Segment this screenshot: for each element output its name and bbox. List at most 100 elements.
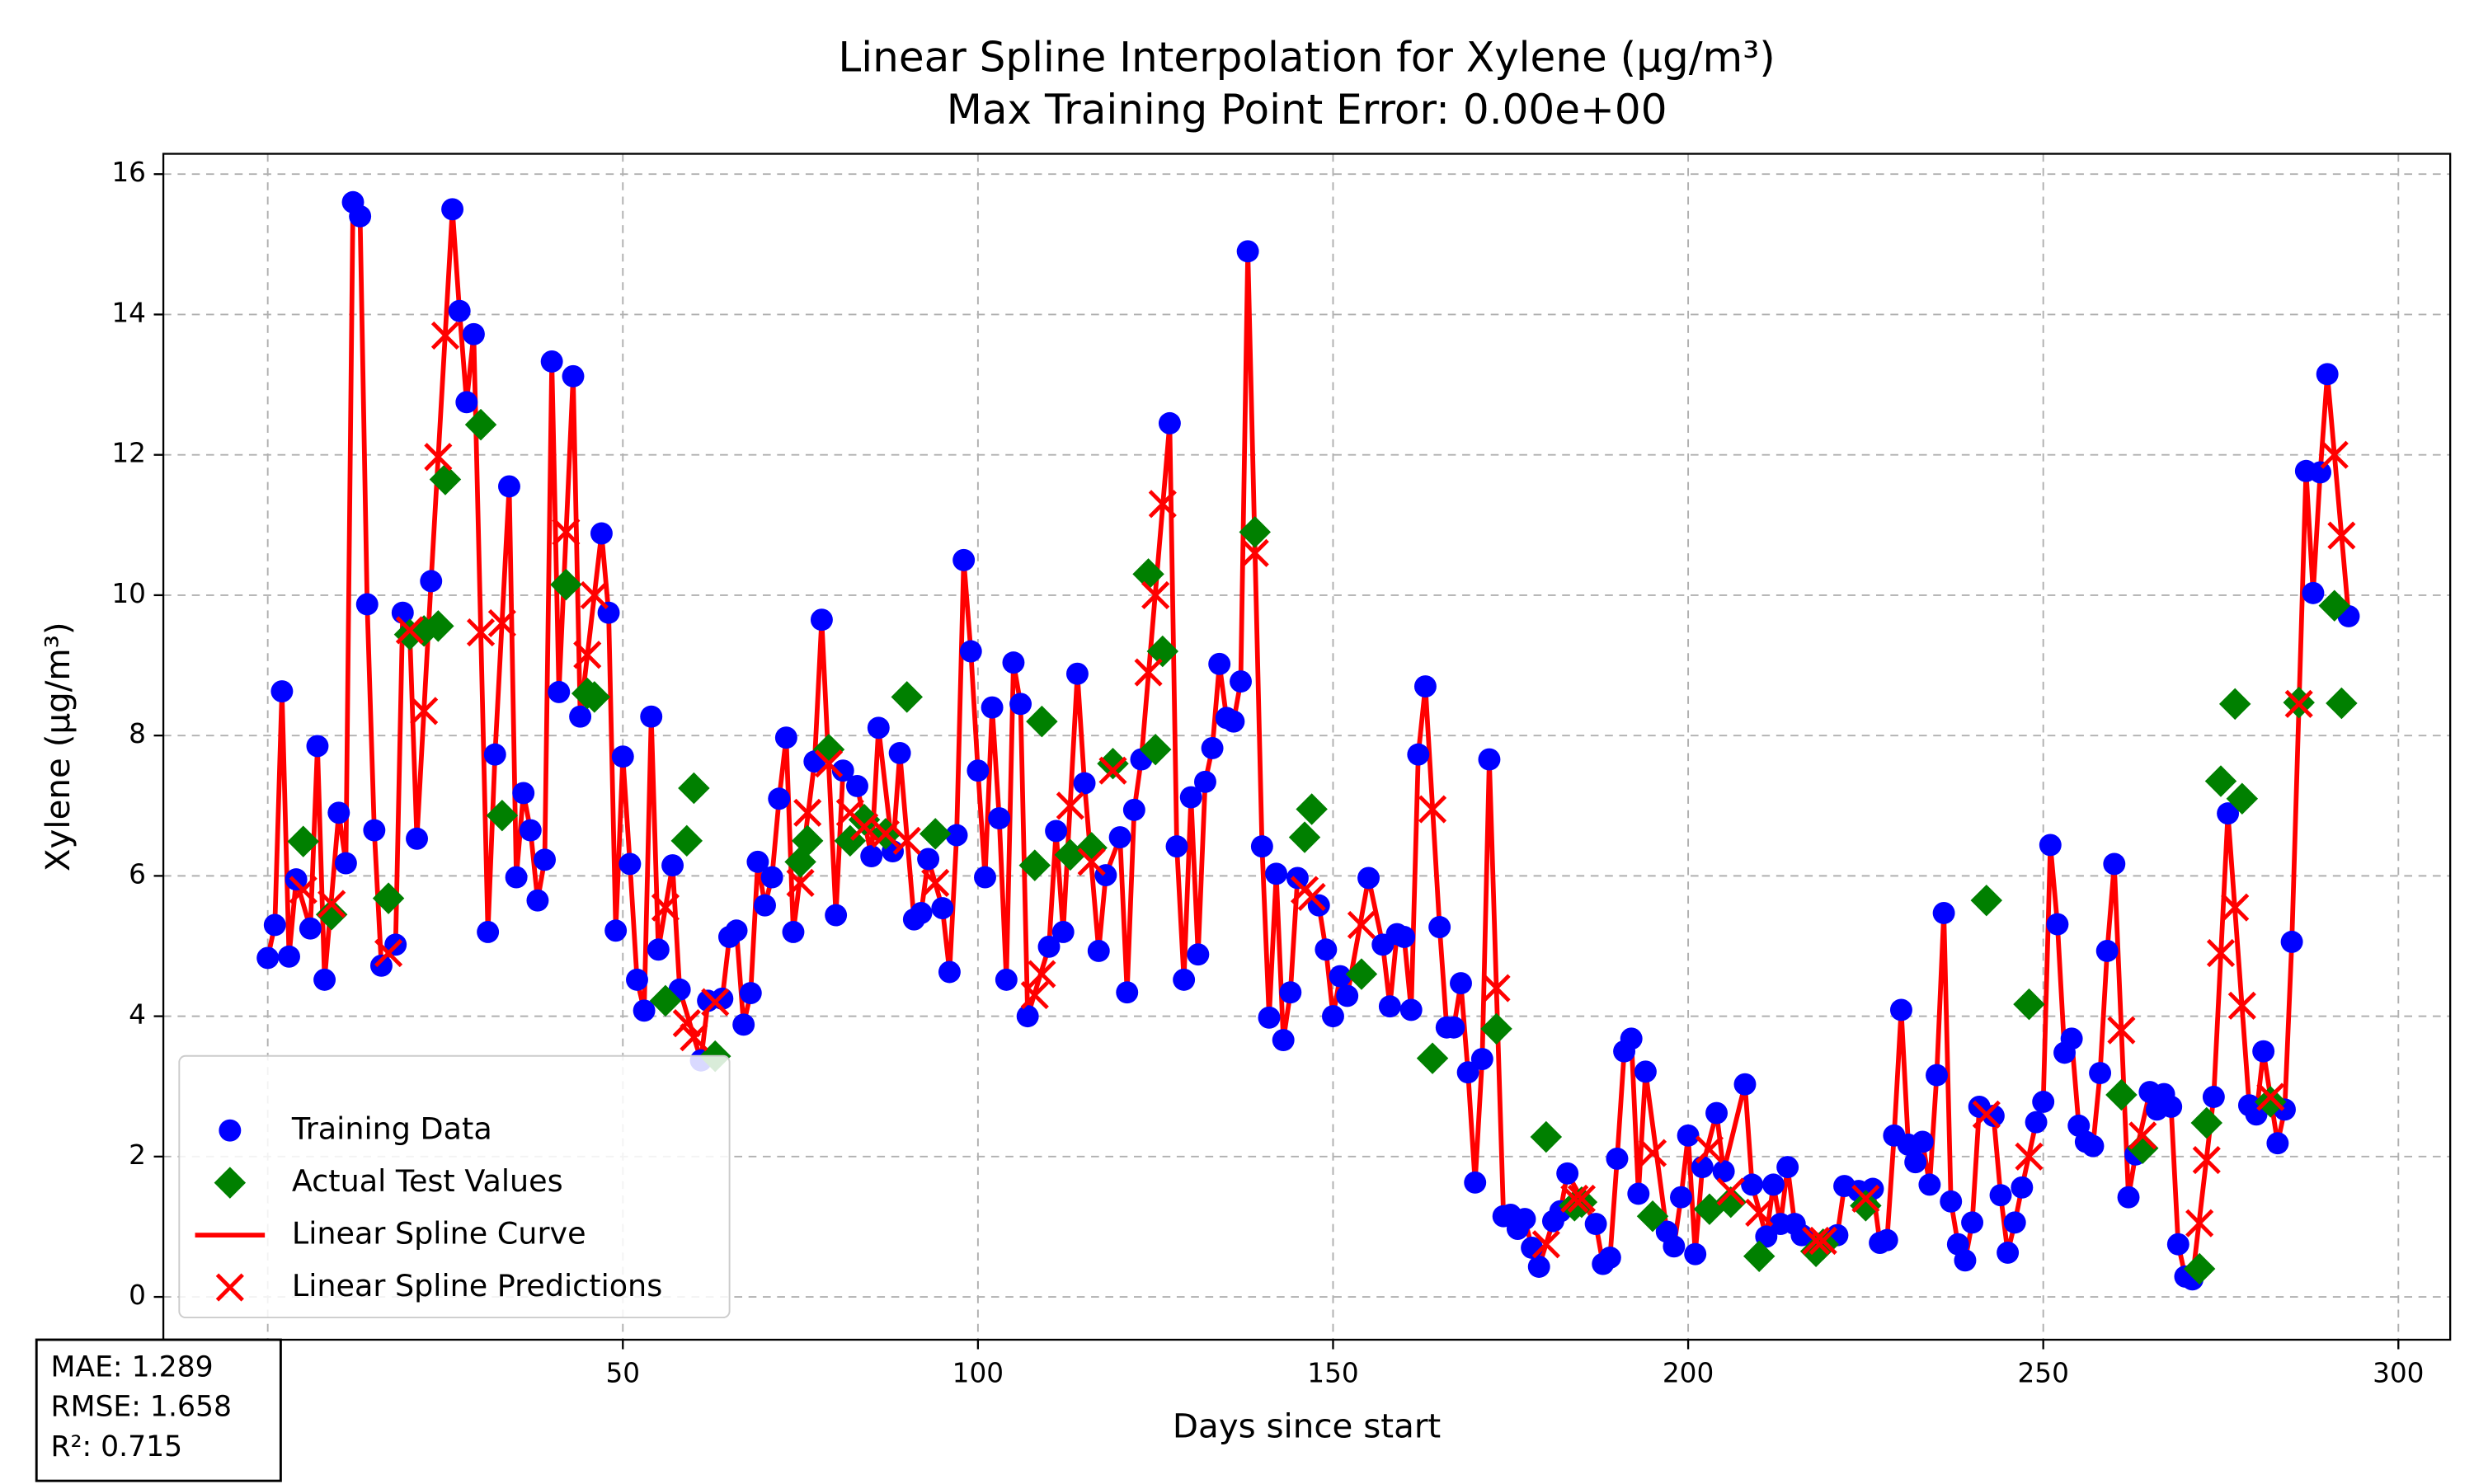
point bbox=[988, 807, 1011, 830]
point bbox=[1297, 882, 1326, 912]
point bbox=[1265, 862, 1288, 885]
point bbox=[1201, 737, 1224, 759]
point bbox=[1258, 1006, 1281, 1029]
point bbox=[1187, 943, 1210, 966]
point bbox=[1208, 652, 1231, 675]
point bbox=[1357, 866, 1380, 890]
point bbox=[2003, 1211, 2026, 1234]
chart-title: Linear Spline Interpolation for Xylene (… bbox=[838, 34, 1775, 82]
metrics-frame bbox=[35, 1338, 282, 1482]
point bbox=[2252, 1040, 2275, 1063]
point bbox=[760, 866, 783, 889]
x-tick-label: 50 bbox=[605, 1357, 640, 1388]
point bbox=[498, 475, 520, 498]
point bbox=[910, 902, 933, 924]
point bbox=[448, 299, 471, 322]
point bbox=[573, 641, 602, 669]
point bbox=[1450, 972, 1472, 995]
point bbox=[768, 787, 791, 810]
point bbox=[1045, 819, 1068, 843]
point bbox=[306, 735, 329, 758]
point bbox=[892, 826, 921, 855]
point bbox=[2103, 852, 2126, 876]
point bbox=[1098, 756, 1127, 785]
point bbox=[299, 917, 322, 940]
point bbox=[256, 946, 280, 970]
point bbox=[739, 982, 762, 1004]
point bbox=[1378, 995, 1401, 1018]
point bbox=[1802, 1226, 1831, 1256]
point bbox=[477, 921, 500, 943]
point bbox=[1329, 965, 1352, 988]
point bbox=[1808, 1226, 1837, 1256]
point bbox=[1028, 960, 1056, 989]
point bbox=[548, 680, 571, 703]
point bbox=[831, 759, 854, 782]
legend-label: Actual Test Values bbox=[292, 1163, 563, 1199]
point bbox=[1527, 1256, 1550, 1278]
plot-frame bbox=[162, 153, 2452, 1341]
point bbox=[466, 618, 496, 647]
point bbox=[1745, 1198, 1774, 1228]
point bbox=[860, 845, 883, 868]
point bbox=[974, 866, 996, 889]
point bbox=[597, 601, 620, 624]
point bbox=[1940, 1190, 1963, 1213]
point bbox=[814, 749, 844, 778]
point bbox=[1016, 1005, 1039, 1028]
point bbox=[1716, 1177, 1745, 1206]
point bbox=[1513, 1208, 1536, 1231]
point bbox=[505, 866, 528, 889]
point bbox=[370, 954, 393, 977]
point bbox=[1108, 826, 1131, 849]
point bbox=[1165, 835, 1188, 858]
point bbox=[1173, 968, 1196, 991]
point bbox=[2302, 581, 2325, 604]
point bbox=[1627, 1182, 1650, 1205]
point bbox=[959, 640, 982, 663]
point bbox=[1620, 1027, 1643, 1050]
y-tick-label: 8 bbox=[129, 718, 146, 749]
point bbox=[1567, 1184, 1596, 1214]
point bbox=[1932, 902, 1955, 924]
point bbox=[1322, 1005, 1344, 1028]
legend: Training Data Actual Test Values Linear Sp… bbox=[178, 1054, 731, 1319]
point bbox=[2117, 1186, 2140, 1209]
point bbox=[2316, 363, 2339, 386]
x-tick-label: 100 bbox=[952, 1357, 1004, 1388]
point bbox=[1464, 1171, 1487, 1194]
point bbox=[711, 987, 734, 1010]
point bbox=[455, 391, 478, 414]
point bbox=[1677, 1124, 1700, 1147]
point bbox=[1407, 743, 1430, 766]
point bbox=[1926, 1064, 1948, 1087]
point bbox=[2032, 1090, 2055, 1113]
point bbox=[2280, 930, 2303, 953]
point bbox=[1478, 748, 1501, 771]
point bbox=[2046, 913, 2069, 936]
point bbox=[1020, 980, 1049, 1010]
point bbox=[1733, 1073, 1757, 1096]
point bbox=[1065, 662, 1089, 685]
point bbox=[355, 593, 379, 616]
point bbox=[2202, 1086, 2225, 1108]
point bbox=[519, 819, 542, 842]
point bbox=[1875, 1228, 1898, 1252]
point bbox=[285, 868, 308, 891]
point bbox=[2128, 1121, 2157, 1150]
point bbox=[2318, 589, 2351, 622]
point bbox=[626, 968, 648, 991]
x-tick-label: 200 bbox=[1663, 1357, 1714, 1388]
point bbox=[1002, 651, 1025, 674]
y-tick-label: 16 bbox=[111, 157, 146, 188]
point bbox=[1148, 490, 1177, 519]
point bbox=[410, 697, 439, 726]
point bbox=[270, 680, 294, 702]
point bbox=[2185, 1209, 2214, 1237]
point bbox=[441, 198, 464, 221]
point bbox=[424, 443, 453, 472]
point bbox=[2327, 521, 2356, 550]
point bbox=[1695, 1135, 1724, 1164]
point bbox=[1272, 1029, 1295, 1052]
